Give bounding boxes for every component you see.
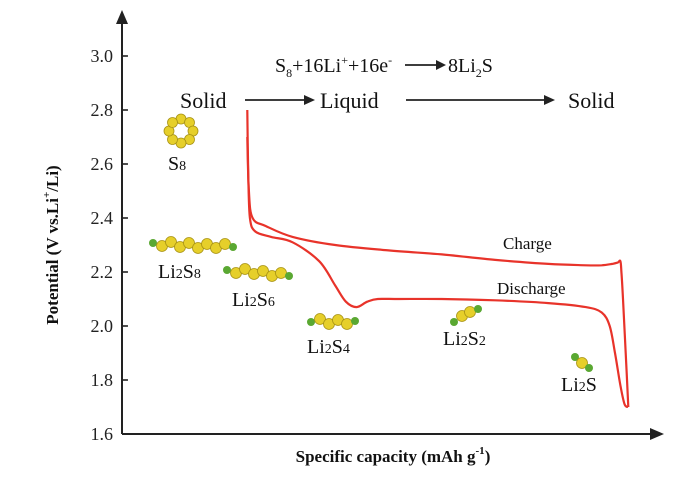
species-label-li2s4: Li2S4 xyxy=(307,336,350,358)
li2s4-chain-molecule-icon xyxy=(307,313,359,330)
discharge-label: Discharge xyxy=(497,279,566,298)
phase-liquid: Liquid xyxy=(320,88,379,113)
li2s8-chain-molecule-icon xyxy=(149,236,237,254)
species-li2s6-main: Li xyxy=(232,289,250,311)
species-li2s-tail: S xyxy=(586,374,597,396)
y-axis-label-sup: + xyxy=(41,192,53,198)
species-s8-sub: 8 xyxy=(179,159,186,174)
reaction-li2: 8Li xyxy=(448,55,476,77)
phase-solid-start: Solid xyxy=(180,88,226,113)
species-li2s-sub: 2 xyxy=(579,380,586,395)
s8-ring-molecule-icon xyxy=(163,113,199,149)
species-li2s2-tail: S xyxy=(468,328,479,350)
species-li2s4-tail-sub: 4 xyxy=(343,342,350,357)
species-label-li2s8: Li2S8 xyxy=(158,261,201,283)
li2s6-chain-molecule-icon xyxy=(223,263,293,282)
species-li2s2-main: Li xyxy=(443,328,461,350)
y-tick-label: 2.2 xyxy=(91,262,114,282)
species-label-s8: S8 xyxy=(168,153,186,175)
species-li2s6-sub: 2 xyxy=(250,295,257,310)
x-axis xyxy=(122,428,664,440)
species-li2s8-main: Li xyxy=(158,261,176,283)
y-axis-label-main: Potential (V vs.Li xyxy=(43,198,62,325)
reaction-li2-sub: 2 xyxy=(476,66,482,80)
phase-arrow-2 xyxy=(406,95,555,105)
li2s2-chain-molecule-icon xyxy=(450,305,482,326)
y-tick-label: 2.0 xyxy=(91,316,114,336)
species-li2s4-main: Li xyxy=(307,336,325,358)
reaction-equation: S8+16Li++16e- xyxy=(275,53,392,80)
y-tick-label: 1.6 xyxy=(91,424,114,444)
charge-curve xyxy=(246,136,630,408)
x-axis-label-close: ) xyxy=(485,447,491,466)
y-axis-label: Potential (V vs.Li+/Li) xyxy=(41,165,62,324)
species-li2s8-tail-sub: 8 xyxy=(194,267,201,282)
species-label-li2s6: Li2S6 xyxy=(232,289,275,311)
reaction-e-sup: - xyxy=(388,53,392,67)
reaction-product: 8Li2S xyxy=(448,55,493,80)
phase-arrow-1 xyxy=(245,95,315,105)
reaction-li-sup: + xyxy=(341,53,348,67)
species-li2s6-tail: S xyxy=(257,289,268,311)
species-s8-main: S xyxy=(168,153,179,175)
reaction-s-sub: 8 xyxy=(286,66,292,80)
species-li2s8-tail: S xyxy=(183,261,194,283)
x-axis-label: Specific capacity (mAh g-1) xyxy=(296,445,491,466)
reaction-arrow xyxy=(405,60,446,70)
species-li2s6-tail-sub: 6 xyxy=(268,295,275,310)
y-axis-label-tail: /Li) xyxy=(43,165,62,192)
reaction-s-end: S xyxy=(482,55,493,77)
y-tick-label: 2.8 xyxy=(91,100,114,120)
y-tick-label: 1.8 xyxy=(91,370,114,390)
reaction-s: S xyxy=(275,55,286,77)
species-label-li2s2: Li2S2 xyxy=(443,328,486,350)
species-label-li2s: Li2S xyxy=(561,374,597,396)
y-tick-label: 3.0 xyxy=(91,46,114,66)
phase-solid-end: Solid xyxy=(568,88,614,113)
species-li2s2-sub: 2 xyxy=(461,334,468,349)
reaction-e: +16e xyxy=(348,55,388,77)
x-axis-label-main: Specific capacity (mAh g xyxy=(296,447,476,466)
y-ticks: 1.6 1.8 2.0 2.2 2.4 2.6 2.8 3.0 xyxy=(91,46,128,444)
species-li2s-main: Li xyxy=(561,374,579,396)
charge-label: Charge xyxy=(503,234,552,253)
reaction-li: +16Li xyxy=(292,55,341,77)
y-tick-label: 2.4 xyxy=(91,208,114,228)
y-tick-label: 2.6 xyxy=(91,154,114,174)
discharge-curve xyxy=(246,109,629,409)
y-axis xyxy=(116,10,128,434)
li2s-molecule-icon xyxy=(571,353,593,372)
species-li2s4-tail: S xyxy=(332,336,343,358)
species-li2s4-sub: 2 xyxy=(325,342,332,357)
species-li2s2-tail-sub: 2 xyxy=(479,334,486,349)
x-axis-label-sup: -1 xyxy=(476,445,485,457)
species-li2s8-sub: 2 xyxy=(176,267,183,282)
